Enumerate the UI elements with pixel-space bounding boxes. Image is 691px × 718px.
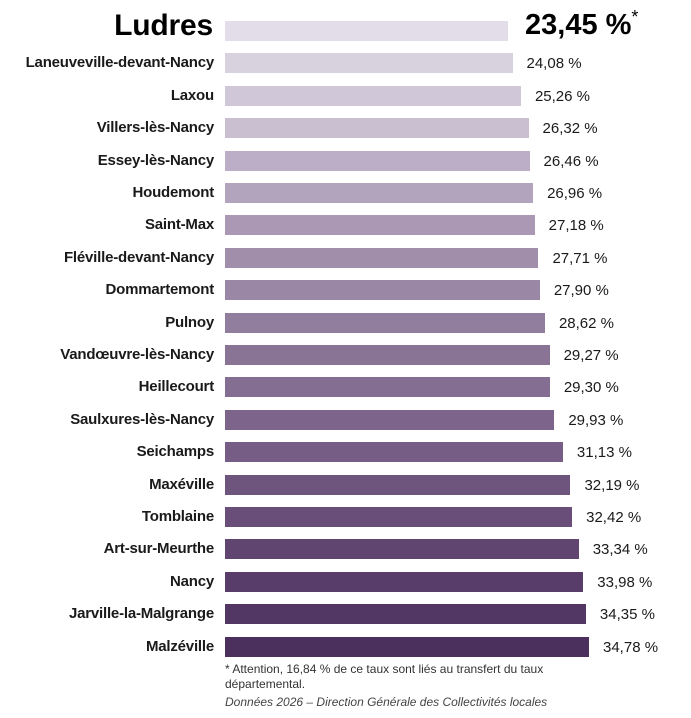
bar — [225, 85, 521, 106]
bar — [225, 150, 530, 171]
bar — [225, 183, 534, 203]
bar — [225, 53, 513, 74]
category-label: Essey-lès-Nancy — [97, 151, 214, 169]
bar — [225, 118, 529, 139]
bar — [225, 571, 584, 592]
bar — [225, 604, 586, 625]
bar — [225, 409, 555, 430]
value-label: 33,98 % — [597, 573, 653, 591]
category-label: Art-sur-Meurthe — [103, 540, 215, 558]
value-label: 29,30 % — [563, 379, 619, 397]
value-label: 27,90 % — [553, 282, 609, 300]
value-label: 28,62 % — [558, 314, 614, 332]
category-label: Tomblaine — [141, 508, 214, 525]
value-label: 34,78 % — [603, 638, 659, 656]
value-label: 34,35 % — [599, 606, 655, 624]
category-label: Pulnoy — [165, 313, 214, 331]
category-label: Fléville-devant-Nancy — [63, 248, 214, 266]
bar — [225, 507, 573, 527]
category-label: Nancy — [169, 572, 214, 590]
value-label: 29,27 % — [563, 347, 619, 364]
bar — [225, 345, 550, 365]
category-label: Maxéville — [149, 475, 214, 493]
category-label: Houdemont — [132, 184, 214, 201]
bar — [225, 247, 539, 268]
bar — [225, 539, 579, 560]
value-label: 25,26 % — [534, 87, 590, 105]
category-label: Jarville-la-Malgrange — [68, 605, 214, 623]
category-label: Heillecourt — [138, 378, 215, 396]
bar — [225, 474, 571, 495]
value-label: 32,42 % — [586, 509, 642, 526]
bar — [225, 215, 535, 236]
bar — [225, 21, 508, 41]
value-label: 27,18 % — [548, 217, 604, 235]
bar-chart: Ludres 23,45 %* Laneuveville-devant-Nancy 2… — [25, 7, 659, 657]
value-label: 29,93 % — [568, 411, 624, 429]
footnote: * Attention, 16,84 % de ce taux sont lié… — [225, 662, 544, 691]
category-label: Malzéville — [145, 637, 214, 655]
bar — [225, 442, 563, 463]
value-label: 26,96 % — [547, 185, 603, 202]
category-label: Laneuveville-devant-Nancy — [25, 54, 215, 72]
value-label: 27,71 % — [552, 249, 608, 267]
value-label: 32,19 % — [584, 476, 640, 494]
asterisk-marker: * — [631, 7, 639, 27]
value-label: 31,13 % — [576, 444, 632, 462]
source-note: Données 2026 – Direction Générale des Co… — [225, 695, 548, 709]
bar — [225, 636, 589, 657]
category-label: Seichamps — [136, 443, 215, 461]
category-label: Saint-Max — [144, 216, 214, 234]
value-label: 33,34 % — [592, 541, 648, 559]
category-label: Villers-lès-Nancy — [96, 119, 214, 137]
value-label: 23,45 %* — [525, 7, 639, 41]
value-label: 24,08 % — [526, 55, 582, 73]
category-label: Laxou — [170, 86, 214, 104]
value-label: 26,32 % — [542, 120, 598, 138]
category-label: Dommartemont — [105, 281, 215, 299]
bar — [225, 312, 545, 333]
bar — [225, 377, 550, 398]
category-label: Vandœuvre-lès-Nancy — [60, 346, 214, 363]
category-label: Saulxures-lès-Nancy — [70, 410, 214, 428]
value-label: 26,46 % — [543, 152, 599, 170]
category-label: Ludres — [114, 9, 213, 42]
bar — [225, 280, 540, 301]
